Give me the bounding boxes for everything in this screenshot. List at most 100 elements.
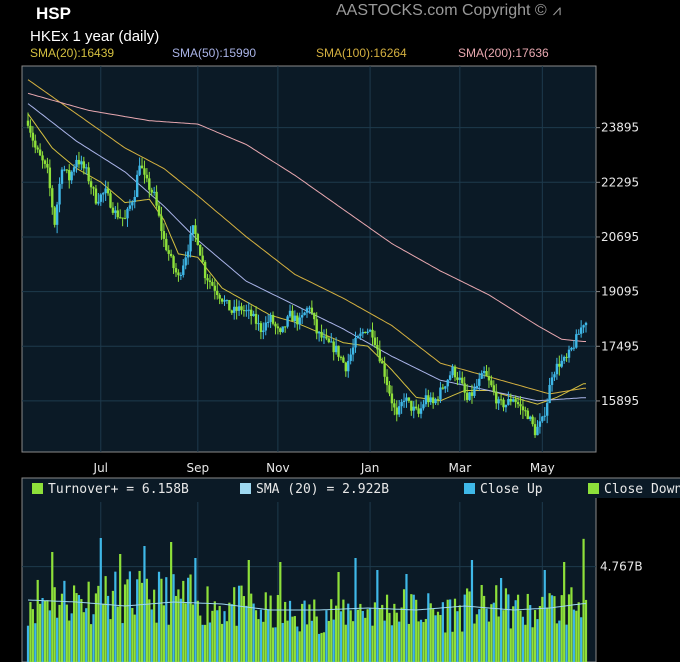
candle-up [361,331,364,334]
candle-up [507,399,510,405]
copyright-text: AASTOCKS.com Copyright © [336,2,547,19]
candle-down [82,161,85,169]
volume-bar [34,623,37,662]
candle-up [262,330,265,333]
volume-bar [172,574,175,662]
volume-bar [70,613,73,662]
candle-up [186,251,190,258]
candle-down [485,371,488,377]
candle-down [250,309,253,316]
candle-down [87,167,90,182]
volume-panel: 4.767B Turnover+ = 6.158B SMA (20) = 2.922… [21,477,680,662]
volume-bar [155,622,158,662]
volume-bar [305,624,309,662]
candle-up [349,354,352,361]
volume-bar [320,632,323,662]
volume-bar [235,625,238,662]
volume-bar [351,621,355,662]
candle-down [499,399,503,401]
candle-up [99,194,102,202]
candle-up [257,323,260,325]
candle-up [402,400,406,403]
volume-bar [468,591,471,662]
volume-bar [577,602,580,662]
candle-down [390,393,394,404]
candle-up [468,392,471,400]
volume-bar [514,600,517,662]
volume-bar [383,620,386,662]
candle-up [356,336,360,338]
candle-down [388,385,391,394]
candle-up [548,384,551,404]
volume-bar [228,602,231,662]
volume-bar [153,589,156,662]
candle-down [279,328,282,332]
candle-down [145,174,149,179]
sma200-line [27,92,586,342]
volume-bar [533,610,537,662]
candle-down [94,188,98,204]
volume-bar [495,585,498,662]
volume-bar [150,609,153,662]
volume-bar [252,603,255,662]
candle-up [572,347,576,349]
volume-bar [395,612,398,662]
candle-down [456,377,459,380]
candle-up [286,316,289,327]
volume-bar [543,570,546,662]
candle-down [199,244,202,256]
volume-bar [478,609,481,662]
volume-bar [145,578,148,662]
volume-bar [75,593,78,662]
volume-bar [131,607,134,662]
candle-down [51,188,54,208]
volume-bar [250,593,253,662]
candle-down [174,268,178,273]
candle-down [465,392,469,400]
volume-bar [487,621,491,662]
candle-up [359,333,362,337]
volume-bar [46,600,49,662]
candle-down [43,160,47,164]
candle-down [417,408,420,414]
volume-axis-area [596,498,680,662]
candle-up [55,204,59,225]
candle-up [317,331,321,334]
candle-down [461,377,464,384]
volume-bar [165,577,168,662]
volume-bar [461,631,464,662]
volume-bar [550,595,554,662]
candle-down [48,167,52,189]
volume-bar [140,582,144,662]
candle-up [126,208,129,219]
volume-bar [68,620,71,662]
volume-bar [385,594,389,662]
volume-bar [390,625,394,662]
turnover-sma-line [27,599,586,611]
volume-bar [415,599,418,662]
volume-bar [558,620,561,662]
candle-up [85,167,88,169]
volume-bar [332,619,335,662]
candle-up [293,315,297,321]
candle-up [189,234,192,252]
candle-down [31,132,35,141]
volume-legend-label: Turnover+ = 6.158B [48,482,189,497]
candle-up [400,402,403,407]
sma20-legend: SMA(20):16439 [30,46,115,60]
volume-bar [211,610,214,662]
candle-up [570,347,573,350]
candle-down [41,155,44,161]
candle-up [303,312,306,316]
candle-up [300,315,304,318]
candle-down [208,280,212,282]
candle-down [228,300,231,311]
candle-down [533,424,537,436]
volume-bar [361,611,364,662]
volume-bar [184,603,187,662]
volume-bar [303,600,306,662]
candle-down [169,253,173,257]
candle-down [410,400,413,411]
candle-up [70,171,73,181]
